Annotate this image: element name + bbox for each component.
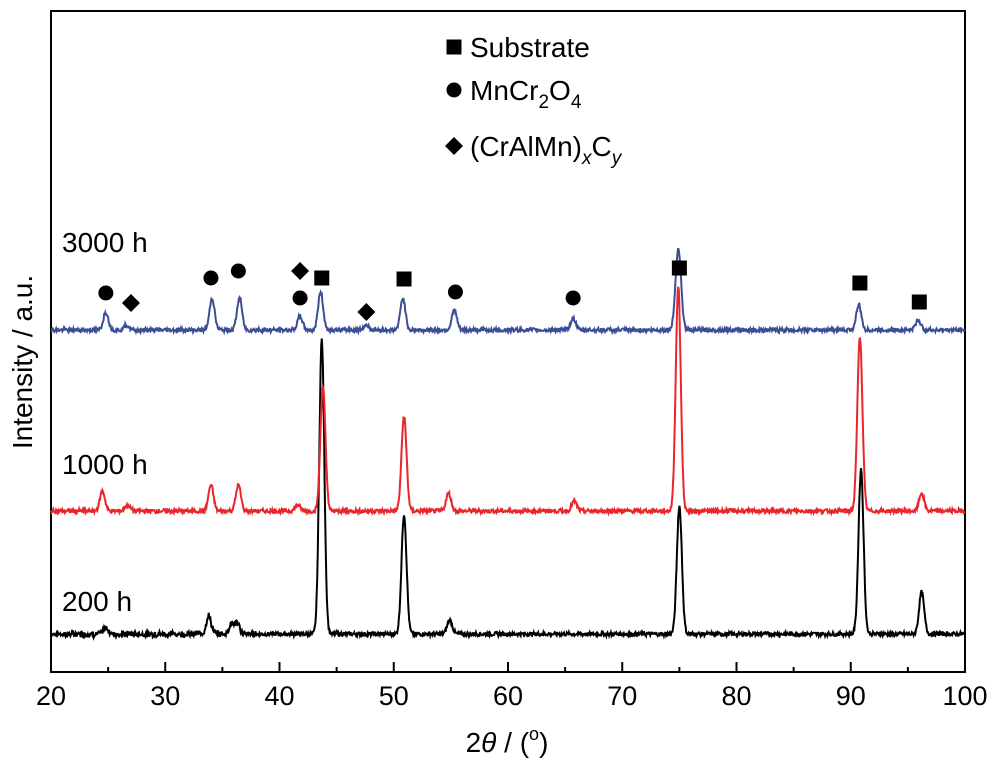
plot-frame: [50, 10, 966, 673]
trace-3000h: [50, 247, 966, 336]
x-tick-label: 70: [607, 681, 637, 711]
diamond-marker: [121, 294, 140, 312]
circle-marker: [565, 290, 581, 306]
diamond-marker: [357, 303, 376, 321]
square-marker: [314, 270, 330, 286]
trace-labels: 200 h 1000 h 3000 h: [62, 227, 148, 617]
legend-circle-marker: [446, 82, 462, 98]
square-marker: [671, 260, 687, 276]
phase-markers: [98, 260, 927, 321]
diamond-marker: [291, 262, 310, 280]
traces: [50, 247, 966, 641]
x-tick-label: 40: [264, 681, 294, 711]
circle-marker: [203, 270, 219, 286]
x-axis-label: 2θ / (o): [466, 724, 549, 758]
x-tick-label: 60: [493, 681, 523, 711]
circle-marker: [230, 263, 246, 279]
square-marker: [911, 294, 927, 310]
x-tick-label: 50: [379, 681, 409, 711]
legend-entry-text: Substrate: [470, 32, 590, 63]
trace-label: 3000 h: [62, 227, 148, 258]
x-tick-label: 20: [36, 681, 66, 711]
legend: Substrate MnCr2O4 (CrAlMn)xCy: [445, 32, 623, 169]
x-axis-ticks: 20 30 40 50 60 70 80 90 100: [36, 662, 988, 711]
circle-marker: [292, 290, 308, 306]
legend-entry-text: (CrAlMn)xCy: [470, 131, 623, 169]
legend-square-marker: [446, 39, 462, 55]
square-marker: [396, 271, 412, 287]
circle-marker: [447, 284, 463, 300]
legend-entry-text: MnCr2O4: [470, 75, 582, 113]
x-tick-label: 80: [721, 681, 751, 711]
trace-label: 1000 h: [62, 449, 148, 480]
legend-diamond-marker: [445, 137, 463, 155]
x-tick-label: 30: [150, 681, 180, 711]
square-marker: [852, 275, 868, 291]
trace-label: 200 h: [62, 586, 132, 617]
x-tick-label: 100: [942, 681, 987, 711]
trace-1000h: [50, 286, 966, 517]
x-tick-label: 90: [836, 681, 866, 711]
y-axis-label: Intensity / a.u.: [7, 275, 38, 449]
trace-200h: [50, 338, 965, 641]
circle-marker: [98, 285, 114, 301]
